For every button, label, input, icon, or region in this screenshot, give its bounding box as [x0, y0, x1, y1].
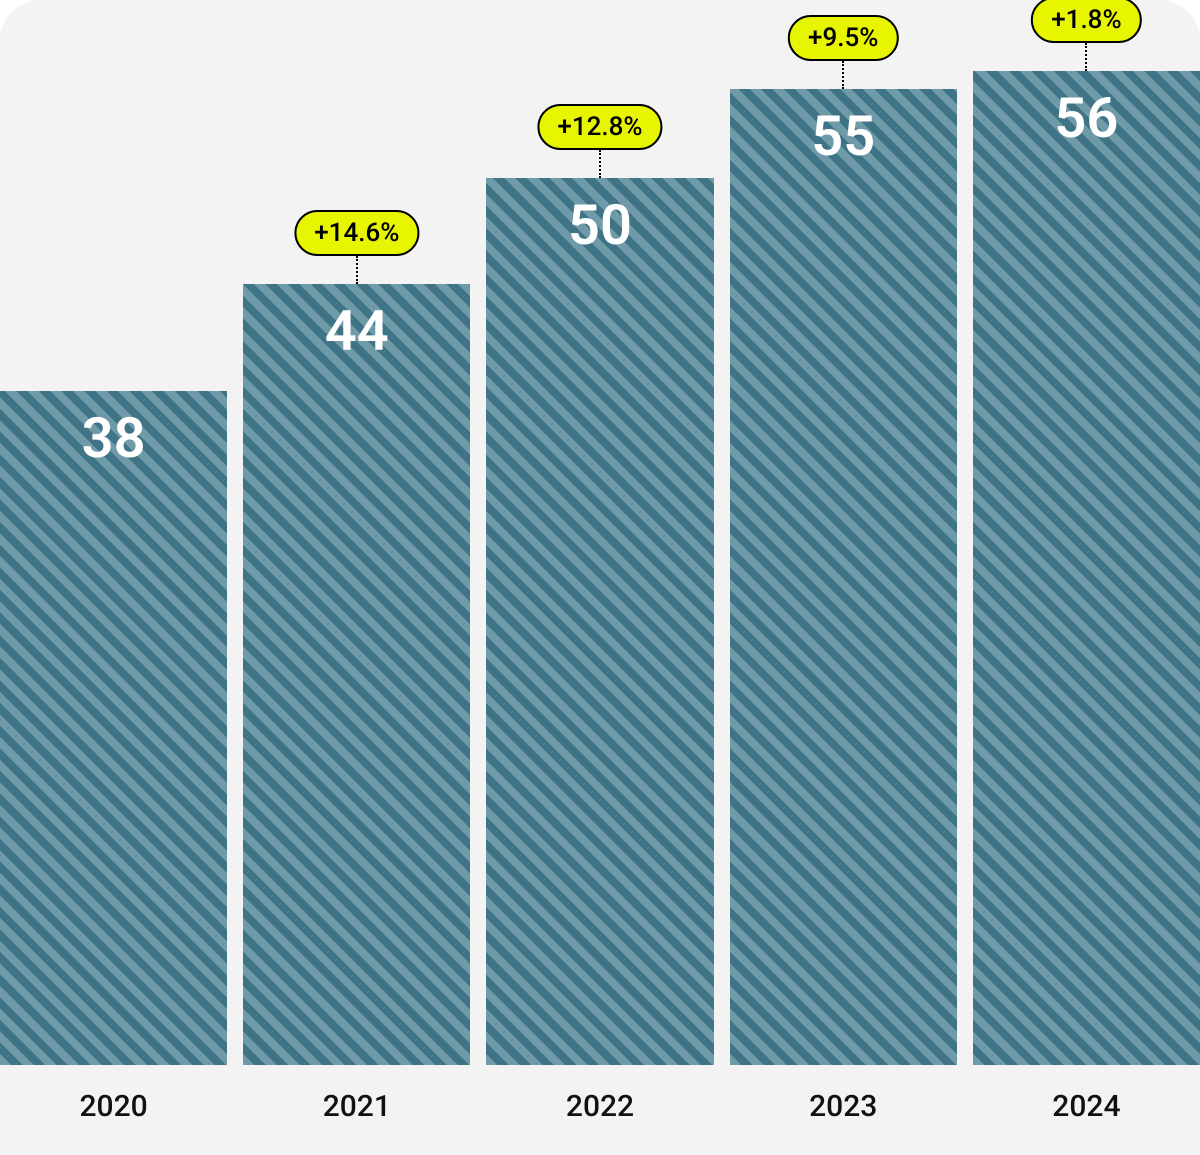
chart-plot: 3844 +14.6% 50 +12.8% 55 +9.5% 56 +1.8%	[0, 0, 1200, 1065]
bar: 44	[243, 284, 470, 1065]
x-axis-label: 2020	[0, 1089, 227, 1124]
badge-connector	[356, 256, 358, 284]
badge-connector	[842, 61, 844, 89]
x-axis-label: 2023	[730, 1089, 957, 1124]
bar-value-label: 44	[243, 298, 470, 364]
bar-value-label: 55	[730, 103, 957, 169]
x-axis-label: 2022	[486, 1089, 713, 1124]
bar-value-label: 56	[973, 85, 1200, 151]
bar-wrap: 50 +12.8%	[486, 0, 713, 1065]
bar: 38	[0, 391, 227, 1066]
bar-wrap: 38	[0, 0, 227, 1065]
delta-badge: +12.8%	[537, 104, 662, 150]
bar: 50	[486, 178, 713, 1066]
bar: 56	[973, 71, 1200, 1065]
bar-wrap: 56 +1.8%	[973, 0, 1200, 1065]
x-axis: 2020 2021 2022 2023 2024	[0, 1065, 1200, 1155]
x-axis-label: 2021	[243, 1089, 470, 1124]
bar-value-label: 38	[0, 405, 227, 471]
bar-value-label: 50	[486, 192, 713, 258]
chart-card: 3844+14.6%50+12.8%55+9.5%56+1.8% 2020202…	[0, 0, 1200, 1155]
bar-wrap: 55 +9.5%	[730, 0, 957, 1065]
delta-badge: +14.6%	[294, 210, 419, 256]
delta-badge: +9.5%	[788, 15, 898, 61]
badge-connector	[599, 150, 601, 178]
badge-connector	[1085, 43, 1087, 71]
bar: 55	[730, 89, 957, 1065]
bar-wrap: 44 +14.6%	[243, 0, 470, 1065]
x-axis-label: 2024	[973, 1089, 1200, 1124]
delta-badge: +1.8%	[1031, 0, 1141, 43]
